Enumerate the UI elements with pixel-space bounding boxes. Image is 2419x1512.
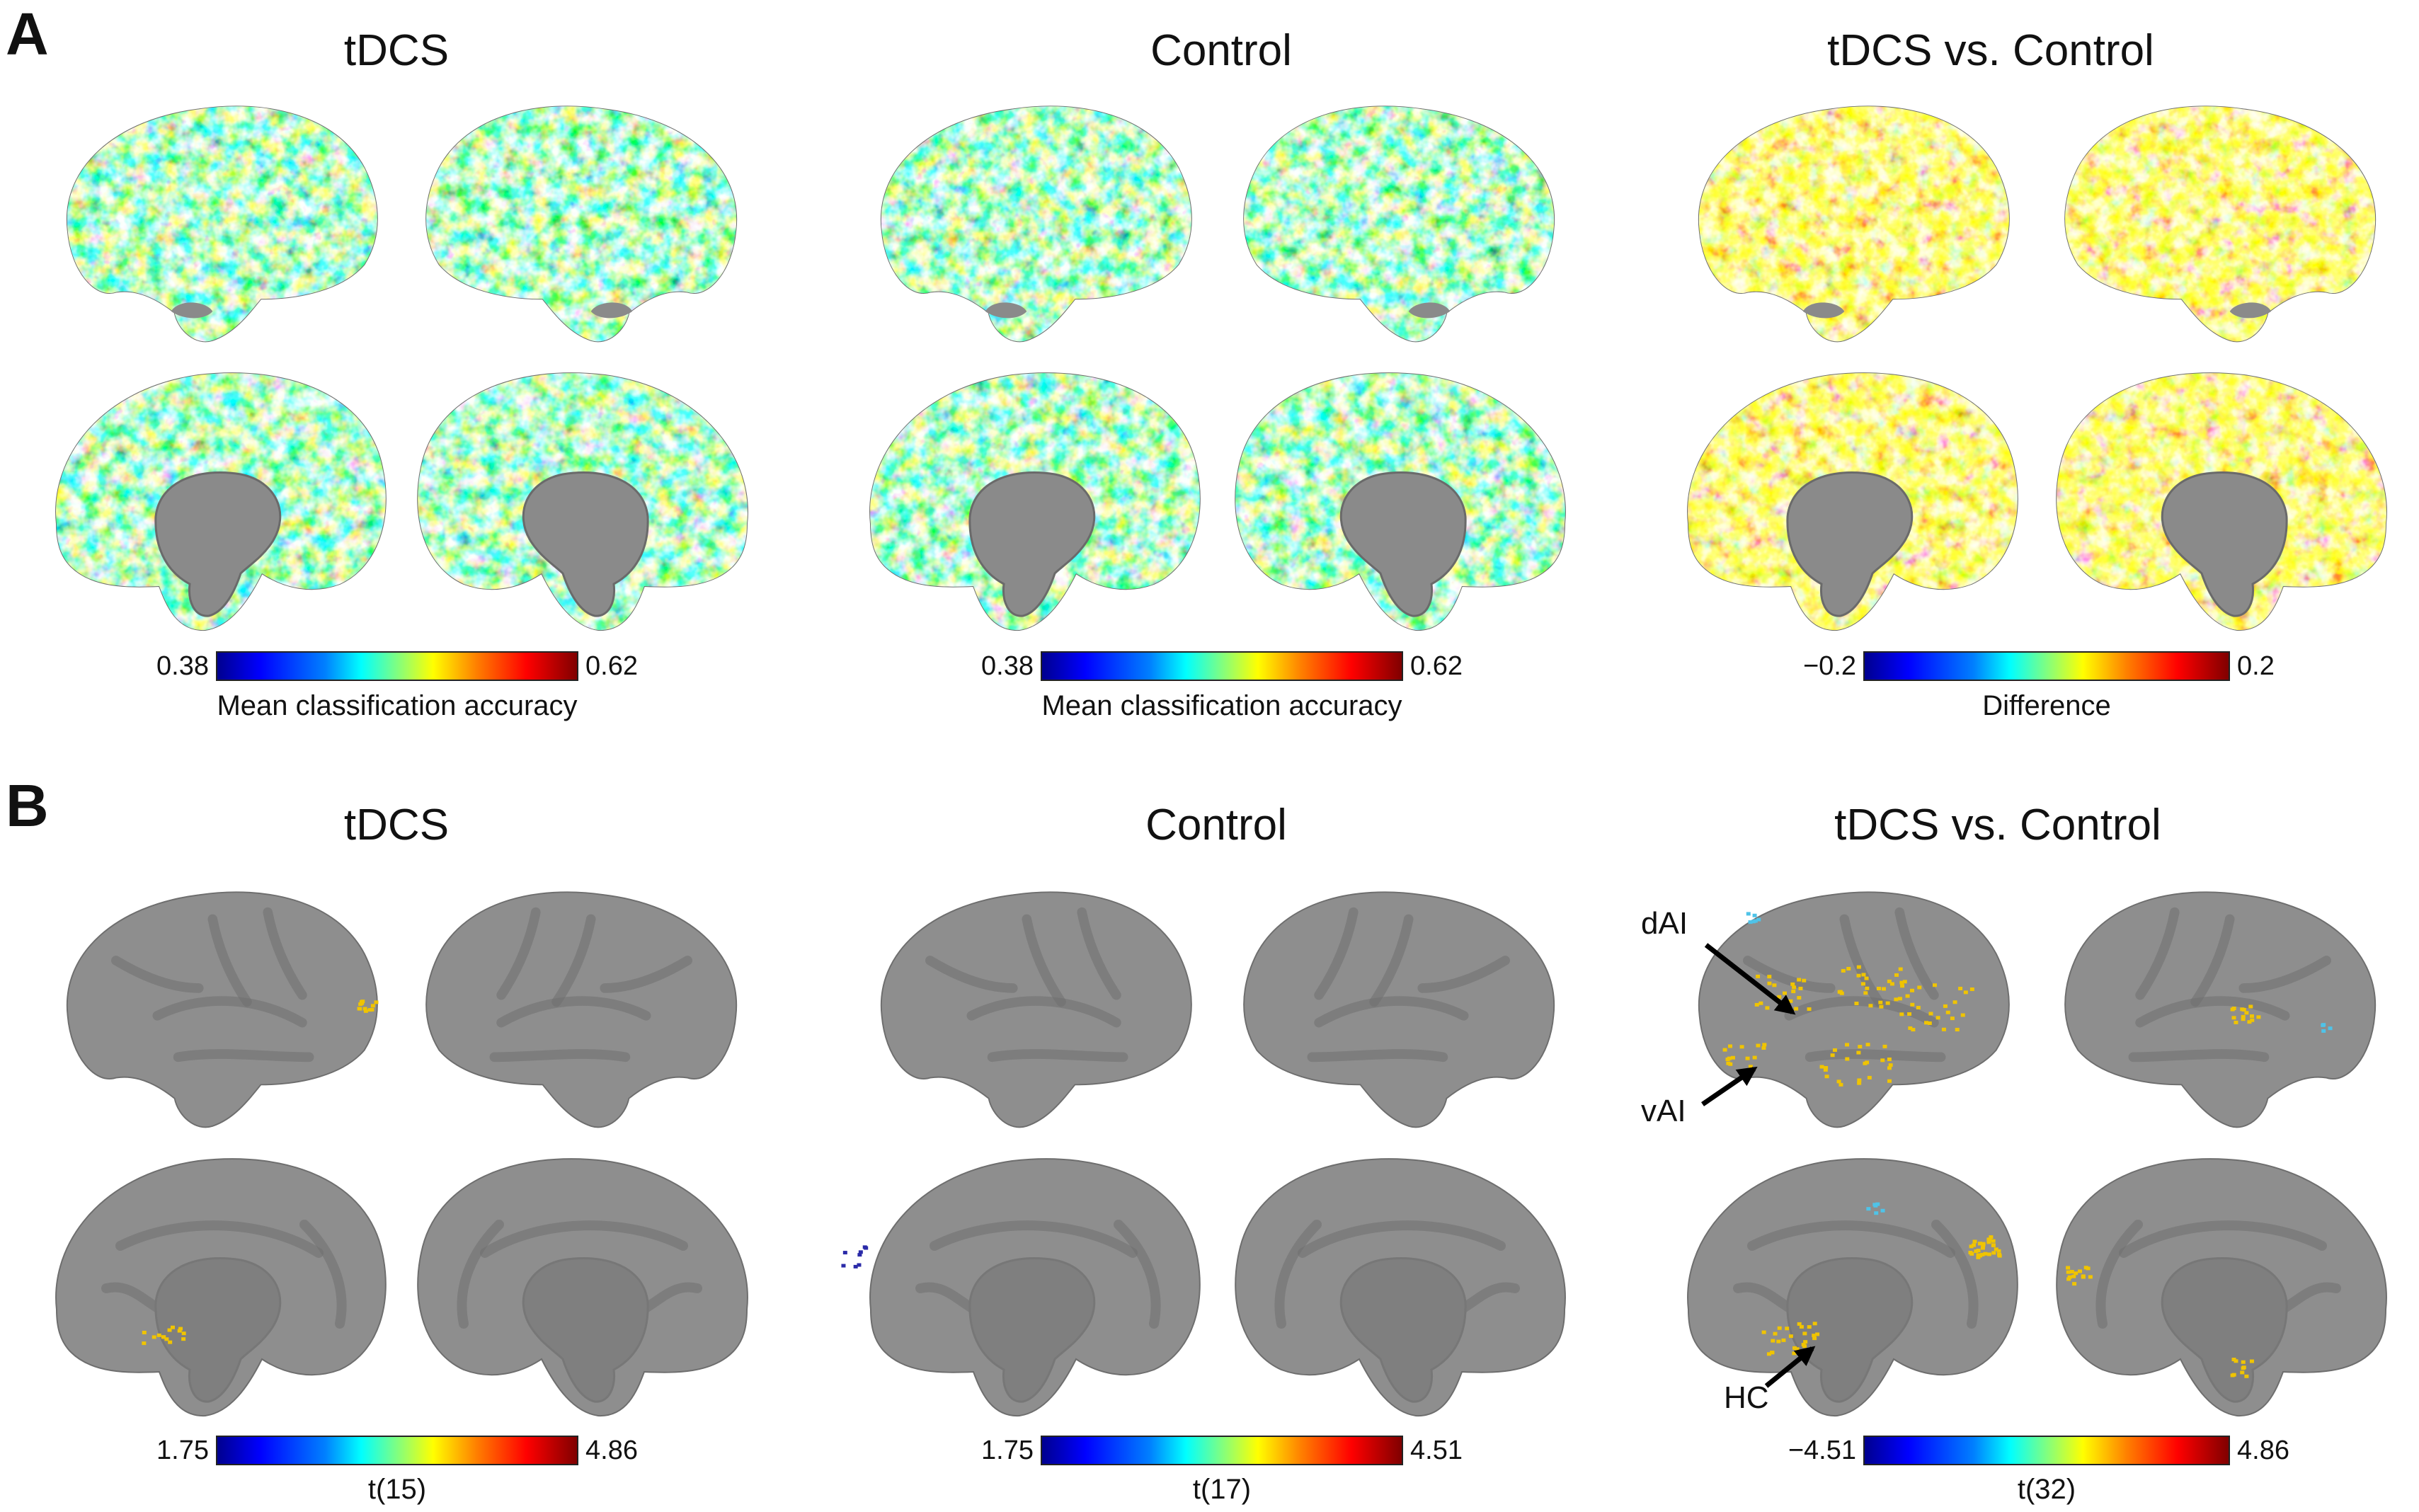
- brain-a-difference-medial-right: [2056, 372, 2387, 631]
- brain-a-tdcs-medial-right: [417, 372, 748, 631]
- panel-a-title-difference: tDCS vs. Control: [1827, 26, 2154, 75]
- brain-a-tdcs-lateral-right: [425, 105, 738, 343]
- panel-b-title-tdcs: tDCS: [343, 801, 450, 849]
- brain-a-control-lateral-right: [1243, 105, 1555, 343]
- brain-a-control-medial-right: [1235, 372, 1566, 631]
- panel-a-title-control: Control: [1150, 26, 1292, 75]
- brain-b-difference-lateral-right: [2064, 891, 2377, 1128]
- colorbar-b-difference: [1863, 1436, 2230, 1465]
- brain-b-control-lateral-right: [1243, 891, 1555, 1128]
- brain-b-control-medial-left: [869, 1158, 1201, 1417]
- panel-letter-a: A: [6, 1, 49, 67]
- brain-a-difference-lateral-left: [1698, 105, 2010, 343]
- colorbar-a-tdcs-min: 0.38: [156, 651, 209, 681]
- colorbar-a-tdcs-max: 0.62: [585, 651, 638, 681]
- colorbar-b-difference-max: 4.86: [2237, 1436, 2289, 1465]
- annotation-vai: vAI: [1641, 1094, 1686, 1128]
- colorbar-a-tdcs: [216, 651, 578, 681]
- brain-b-control-medial-right: [1235, 1158, 1566, 1417]
- panel-a-title-tdcs: tDCS: [343, 26, 450, 75]
- colorbar-a-control-label: Mean classification accuracy: [1041, 690, 1402, 721]
- colorbar-b-difference-min: −4.51: [1788, 1436, 1856, 1465]
- colorbar-b-control-label: t(17): [1192, 1474, 1252, 1505]
- brain-a-tdcs-medial-left: [55, 372, 387, 631]
- brain-b-tdcs-lateral-right: [425, 891, 738, 1128]
- colorbar-b-tdcs-label: t(15): [367, 1474, 427, 1505]
- colorbar-b-tdcs-min: 1.75: [156, 1436, 209, 1465]
- brain-b-tdcs-medial-left: [55, 1158, 387, 1417]
- colorbar-a-control-max: 0.62: [1410, 651, 1463, 681]
- brain-b-tdcs-medial-right: [417, 1158, 748, 1417]
- annotation-dai: dAI: [1641, 906, 1688, 941]
- brain-a-control-lateral-left: [880, 105, 1192, 343]
- annotation-hc: HC: [1724, 1380, 1769, 1415]
- colorbar-b-tdcs-max: 4.86: [585, 1436, 638, 1465]
- brain-a-tdcs-lateral-left: [66, 105, 378, 343]
- colorbar-a-difference-max: 0.2: [2237, 651, 2275, 681]
- panel-b-title-difference: tDCS vs. Control: [1834, 801, 2161, 849]
- colorbar-a-difference-label: Difference: [1982, 690, 2111, 721]
- panel-letter-b: B: [6, 772, 49, 839]
- colorbar-a-control: [1041, 651, 1403, 681]
- colorbar-b-tdcs: [216, 1436, 578, 1465]
- colorbar-b-control-max: 4.51: [1410, 1436, 1463, 1465]
- colorbar-a-tdcs-label: Mean classification accuracy: [217, 690, 578, 721]
- brain-b-control-lateral-left: [880, 891, 1192, 1128]
- brain-a-difference-medial-left: [1687, 372, 2018, 631]
- brain-a-control-medial-left: [869, 372, 1201, 631]
- brain-b-tdcs-lateral-left: [66, 891, 378, 1128]
- panel-b-title-control: Control: [1145, 801, 1287, 849]
- brain-b-difference-medial-right: [2056, 1158, 2387, 1417]
- colorbar-b-difference-label: t(32): [2017, 1474, 2076, 1505]
- colorbar-b-control: [1041, 1436, 1403, 1465]
- colorbar-b-control-min: 1.75: [981, 1436, 1034, 1465]
- colorbar-a-difference-min: −0.2: [1802, 651, 1856, 681]
- brain-a-difference-lateral-right: [2064, 105, 2377, 343]
- colorbar-a-difference: [1863, 651, 2230, 681]
- colorbar-a-control-min: 0.38: [981, 651, 1034, 681]
